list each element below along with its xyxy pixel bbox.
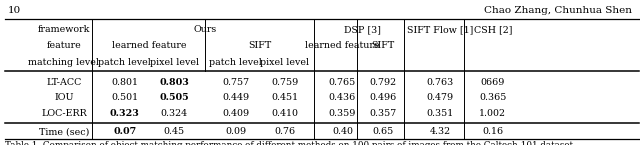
Text: feature: feature bbox=[47, 41, 81, 50]
Text: 0.792: 0.792 bbox=[369, 78, 396, 87]
Text: 0.505: 0.505 bbox=[159, 93, 189, 102]
Text: 0.410: 0.410 bbox=[271, 109, 298, 118]
Text: 0.40: 0.40 bbox=[332, 127, 353, 136]
Text: 0.803: 0.803 bbox=[159, 78, 189, 87]
Text: 0.759: 0.759 bbox=[271, 78, 298, 87]
Text: learned feature: learned feature bbox=[305, 41, 380, 50]
Text: Table 1  Comparison of object matching performance of different methods on 100 p: Table 1 Comparison of object matching pe… bbox=[5, 141, 573, 145]
Text: 0669: 0669 bbox=[481, 78, 505, 87]
Text: 0.496: 0.496 bbox=[369, 93, 396, 102]
Text: 0.365: 0.365 bbox=[479, 93, 506, 102]
Text: 4.32: 4.32 bbox=[429, 127, 451, 136]
Text: 0.449: 0.449 bbox=[222, 93, 249, 102]
Text: matching level: matching level bbox=[29, 58, 99, 67]
Text: 0.76: 0.76 bbox=[274, 127, 296, 136]
Text: 1.002: 1.002 bbox=[479, 109, 506, 118]
Text: 0.357: 0.357 bbox=[369, 109, 396, 118]
Text: 0.801: 0.801 bbox=[111, 78, 138, 87]
Text: learned feature: learned feature bbox=[112, 41, 187, 50]
Text: 0.436: 0.436 bbox=[329, 93, 356, 102]
Text: pixel level: pixel level bbox=[150, 58, 198, 67]
Text: SIFT: SIFT bbox=[248, 41, 272, 50]
Text: SIFT: SIFT bbox=[371, 41, 394, 50]
Text: 0.409: 0.409 bbox=[222, 109, 249, 118]
Text: 0.45: 0.45 bbox=[163, 127, 185, 136]
Text: DSP [3]: DSP [3] bbox=[344, 25, 381, 34]
Text: patch level: patch level bbox=[99, 58, 151, 67]
Text: 0.479: 0.479 bbox=[427, 93, 454, 102]
Text: Ours: Ours bbox=[193, 25, 216, 34]
Text: 0.451: 0.451 bbox=[271, 93, 298, 102]
Text: 0.09: 0.09 bbox=[225, 127, 246, 136]
Text: framework: framework bbox=[38, 25, 90, 34]
Text: CSH [2]: CSH [2] bbox=[474, 25, 512, 34]
Text: Chao Zhang, Chunhua Shen: Chao Zhang, Chunhua Shen bbox=[484, 6, 632, 15]
Text: pixel level: pixel level bbox=[260, 58, 309, 67]
Text: 0.757: 0.757 bbox=[222, 78, 249, 87]
Text: 0.323: 0.323 bbox=[110, 109, 140, 118]
Text: IOU: IOU bbox=[54, 93, 74, 102]
Text: patch level: patch level bbox=[209, 58, 262, 67]
Text: 0.16: 0.16 bbox=[482, 127, 504, 136]
Text: 0.324: 0.324 bbox=[161, 109, 188, 118]
Text: 0.65: 0.65 bbox=[372, 127, 394, 136]
Text: 0.763: 0.763 bbox=[427, 78, 454, 87]
Text: LT-ACC: LT-ACC bbox=[46, 78, 82, 87]
Text: 0.765: 0.765 bbox=[329, 78, 356, 87]
Text: 0.351: 0.351 bbox=[427, 109, 454, 118]
Text: SIFT Flow [1]: SIFT Flow [1] bbox=[407, 25, 474, 34]
Text: Time (sec): Time (sec) bbox=[39, 127, 89, 136]
Text: 10: 10 bbox=[8, 6, 21, 15]
Text: 0.359: 0.359 bbox=[329, 109, 356, 118]
Text: LOC-ERR: LOC-ERR bbox=[41, 109, 87, 118]
Text: 0.07: 0.07 bbox=[113, 127, 136, 136]
Text: 0.501: 0.501 bbox=[111, 93, 138, 102]
